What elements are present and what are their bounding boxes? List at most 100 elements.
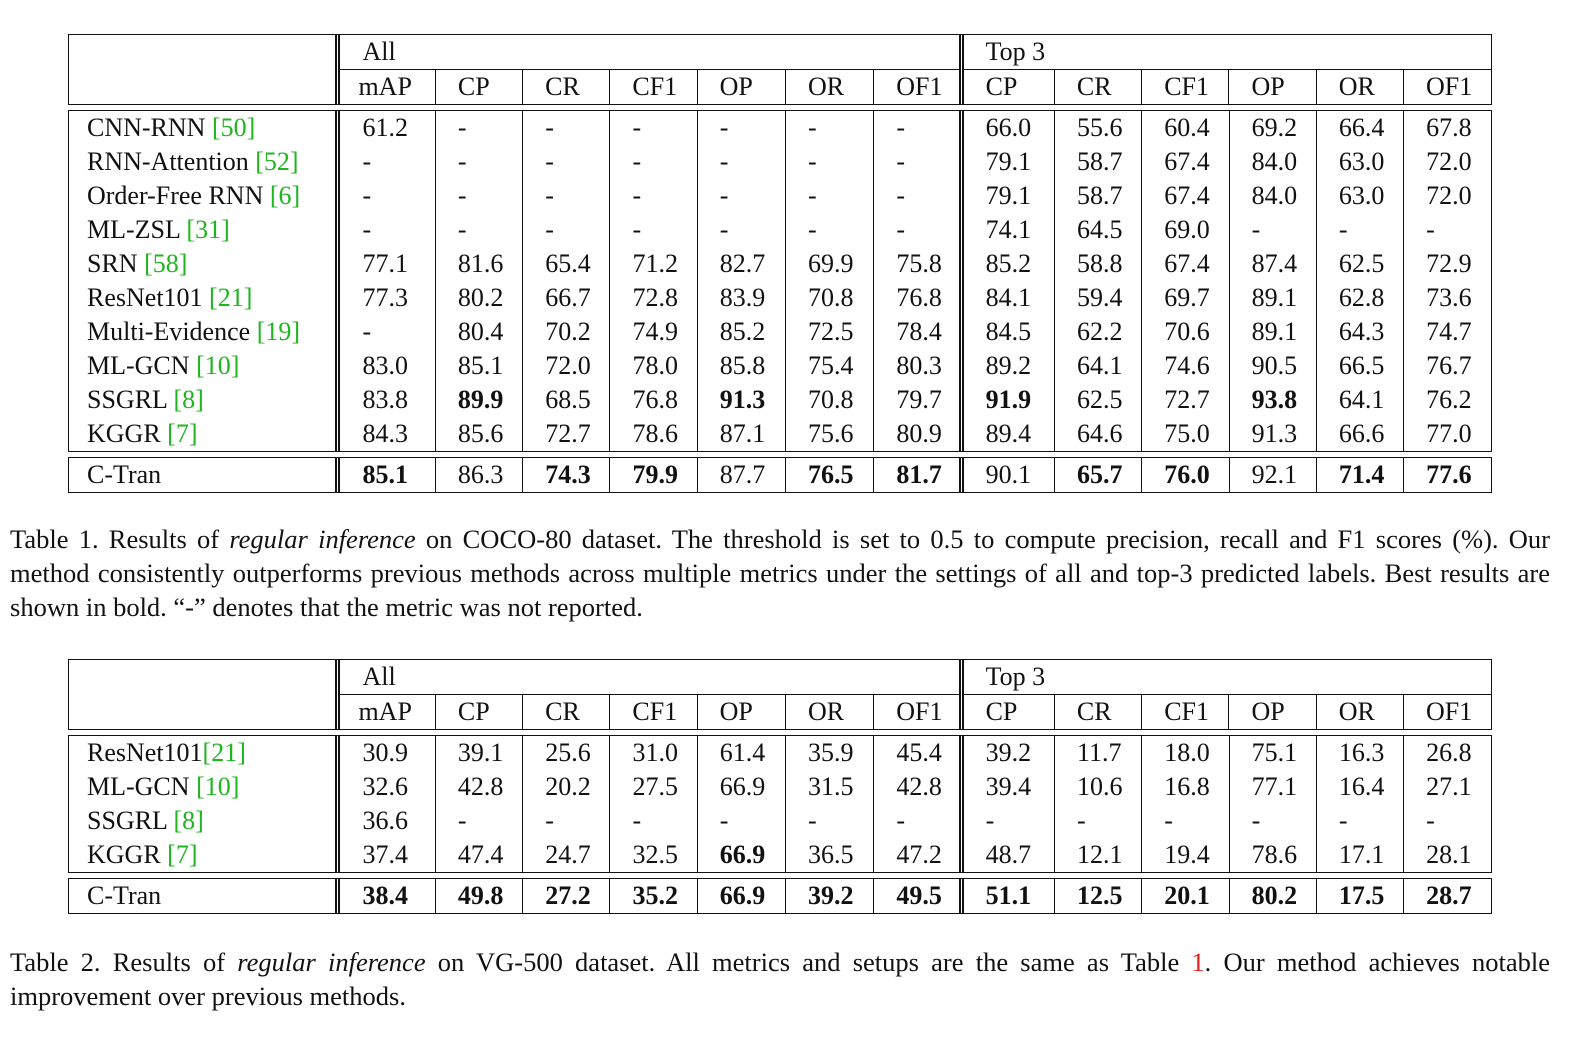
metric-cell: -: [609, 145, 698, 179]
metric-cell: -: [522, 804, 610, 838]
method-name: SRN [58]: [69, 247, 338, 281]
metric-cell: 64.3: [1315, 315, 1404, 349]
method-name: ResNet101[21]: [69, 736, 338, 770]
citation-link[interactable]: [6]: [269, 181, 301, 210]
metric-cell: 61.2: [335, 111, 436, 145]
metric-cell: 39.2: [958, 736, 1055, 770]
metric-cell: 87.7: [696, 458, 786, 492]
column-header-op: OP: [696, 694, 786, 729]
ours-row: C-Tran 38.4 49.8 27.2 35.2 66.9 39.2 49.5 51.1 12…: [69, 879, 1491, 913]
metric-cell: 89.4: [958, 417, 1055, 451]
metric-cell: 75.8: [873, 247, 962, 281]
metric-cell: 70.6: [1141, 315, 1230, 349]
metric-cell: 80.3: [873, 349, 962, 383]
caption-2-mid: on VG-500 dataset. All metrics and setup…: [425, 947, 1192, 977]
citation-link[interactable]: [50]: [211, 113, 256, 142]
table-row: Order-Free RNN [6] - - - - - - -79.1 58.7 67.4 84.…: [69, 179, 1491, 213]
table-row: ML-GCN [10] 83.0 85.1 72.0 78.0 85.8 75.4 80.3 8…: [69, 349, 1491, 383]
metric-cell: 62.5: [1315, 247, 1404, 281]
metric-cell: 80.2: [434, 281, 523, 315]
method-name: ML-GCN [10]: [69, 770, 338, 804]
metric-cell: -: [873, 179, 962, 213]
metric-cell: -: [434, 145, 523, 179]
metric-cell: -: [335, 145, 436, 179]
metric-cell: 32.5: [609, 838, 698, 872]
method-label: SSGRL: [87, 385, 174, 414]
method-name: SSGRL [8]: [69, 804, 338, 838]
metric-cell: 37.4: [335, 838, 436, 872]
citation-link[interactable]: [7]: [167, 840, 198, 869]
metric-cell: -: [785, 111, 874, 145]
group-header-all: All: [335, 35, 962, 70]
citation-link[interactable]: [21]: [202, 738, 246, 767]
citation-link[interactable]: [21]: [209, 283, 253, 312]
metric-cell: 82.7: [696, 247, 786, 281]
metric-cell: 66.0: [958, 111, 1055, 145]
citation-link[interactable]: [52]: [255, 147, 299, 176]
metric-cell: 27.1: [1403, 770, 1491, 804]
metric-cell: 90.5: [1228, 349, 1317, 383]
metric-cell: 74.1: [958, 213, 1055, 247]
citation-link[interactable]: [8]: [173, 806, 204, 835]
metric-cell: 78.4: [873, 315, 962, 349]
metric-cell: 93.8: [1228, 383, 1317, 417]
metric-cell: 76.8: [873, 281, 962, 315]
metric-cell: 83.9: [696, 281, 786, 315]
column-header-cp: CP: [958, 694, 1055, 729]
citation-link[interactable]: [10]: [196, 351, 240, 380]
metric-cell: 58.7: [1053, 179, 1142, 213]
metric-cell: -: [434, 111, 523, 145]
metric-cell: 79.1: [958, 179, 1055, 213]
metric-cell: 87.1: [696, 417, 786, 451]
method-label: ResNet101: [87, 283, 210, 312]
metric-cell: 18.0: [1141, 736, 1230, 770]
citation-link[interactable]: [10]: [196, 772, 240, 801]
metric-cell: -: [609, 179, 698, 213]
table-1-reference-link[interactable]: 1: [1191, 947, 1205, 977]
method-name: SSGRL [8]: [69, 383, 338, 417]
metric-cell: 76.7: [1403, 349, 1491, 383]
metric-cell: 17.1: [1315, 838, 1404, 872]
column-header-map: mAP: [335, 69, 436, 104]
metric-cell: 87.4: [1228, 247, 1317, 281]
metric-cell: -: [609, 111, 698, 145]
metric-cell: 77.1: [1228, 770, 1317, 804]
column-header-of1: OF1: [1402, 69, 1491, 104]
metric-cell: 61.4: [696, 736, 786, 770]
metric-cell: 76.2: [1403, 383, 1491, 417]
method-name: C-Tran: [87, 881, 162, 910]
metric-cell: 72.5: [785, 315, 874, 349]
metric-cell: 39.1: [434, 736, 523, 770]
table-row: ML-GCN [10] 32.6 42.8 20.2 27.5 66.9 31.5 42.8 3…: [69, 770, 1491, 804]
metric-cell: -: [785, 145, 874, 179]
method-label: RNN-Attention: [87, 147, 256, 176]
metric-cell: -: [522, 213, 610, 247]
metric-cell: 72.9: [1403, 247, 1491, 281]
citation-link[interactable]: [31]: [186, 215, 230, 244]
method-label: KGGR: [87, 419, 168, 448]
citation-link[interactable]: [19]: [256, 317, 301, 346]
metric-cell: 84.0: [1228, 145, 1317, 179]
table-body: CNN-RNN [50] 61.2- - - - - -66.0 55.6 60.4 69.2 66…: [69, 111, 1491, 451]
metric-cell: 72.0: [1403, 179, 1491, 213]
citation-link[interactable]: [58]: [144, 249, 188, 278]
table-body: ResNet101[21] 30.9 39.1 25.6 31.0 61.4 35.9 45.…: [69, 736, 1491, 872]
metric-cell: 84.1: [958, 281, 1055, 315]
metric-cell: 69.9: [785, 247, 874, 281]
metric-cell: 85.1: [434, 349, 523, 383]
metric-cell: 80.4: [434, 315, 523, 349]
metric-cell: 36.6: [335, 804, 436, 838]
column-header-of1: OF1: [873, 694, 962, 729]
metric-cell: 84.0: [1228, 179, 1317, 213]
column-header-or: OR: [1315, 69, 1404, 104]
table-row: Multi-Evidence [19] -80.4 70.2 74.9 85.2 72.5…: [69, 315, 1491, 349]
metric-cell: 58.7: [1053, 145, 1142, 179]
metric-cell: 11.7: [1053, 736, 1142, 770]
table-1-caption: Table 1. Results of regular inference on…: [10, 522, 1550, 624]
citation-link[interactable]: [8]: [173, 385, 204, 414]
metric-cell: 30.9: [335, 736, 436, 770]
caption-2-italic: regular inference: [237, 947, 426, 977]
metric-cell: 39.4: [958, 770, 1055, 804]
citation-link[interactable]: [7]: [167, 419, 198, 448]
metric-cell: 74.7: [1403, 315, 1491, 349]
